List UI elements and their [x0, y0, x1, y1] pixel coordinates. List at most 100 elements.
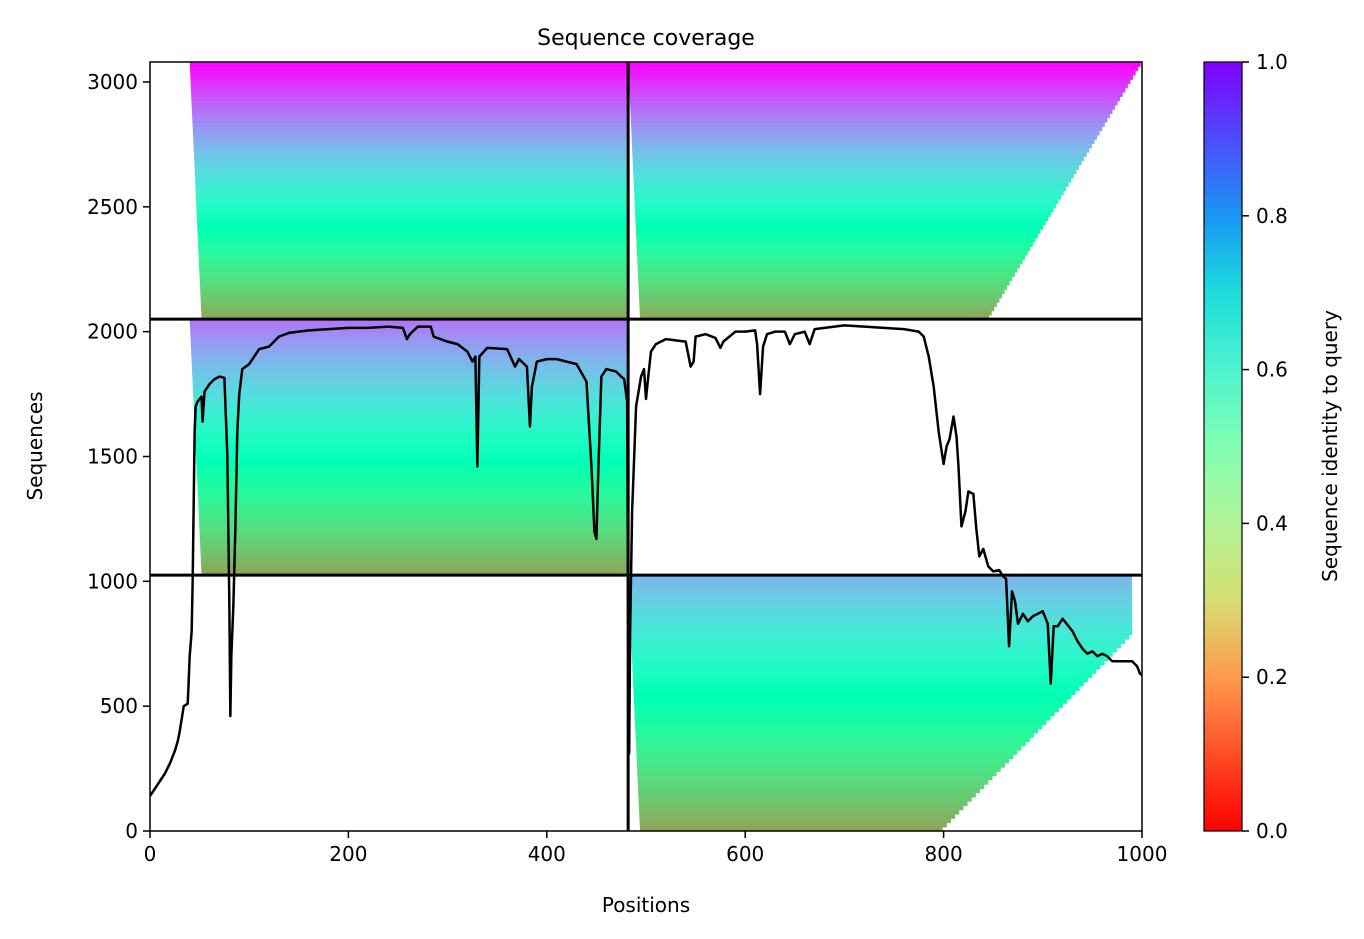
msa-row-band	[637, 263, 1020, 269]
msa-row-band	[634, 703, 1063, 708]
msa-row-band	[629, 592, 1133, 598]
msa-row-band	[200, 297, 629, 303]
msa-row-band	[636, 242, 1033, 247]
y-axis: 0 500 1000 1500 2000 2500 3000	[87, 70, 150, 843]
msa-row-band	[629, 87, 1126, 93]
msa-row-band	[192, 383, 629, 389]
msa-row-band	[194, 430, 629, 435]
msa-row-band	[636, 745, 1022, 751]
msa-row-band	[190, 83, 629, 89]
msa-row-band	[631, 634, 1130, 640]
msa-row-band	[191, 366, 629, 371]
colorbar-tick-label: 0.6	[1256, 358, 1288, 382]
y-tick-label: 2000	[87, 320, 138, 344]
msa-row-band	[638, 289, 1005, 295]
msa-row-band	[630, 626, 1133, 632]
msa-row-band	[634, 207, 1054, 213]
msa-row-band	[628, 575, 1133, 580]
msa-row-band	[190, 340, 629, 346]
x-tick-label: 800	[925, 842, 963, 866]
msa-row-band	[633, 690, 1076, 696]
msa-row-band	[198, 250, 629, 256]
msa-row-band	[638, 293, 1002, 299]
msa-row-band	[191, 349, 629, 354]
msa-row-band	[631, 130, 1100, 136]
colorbar-tick-label: 0.4	[1256, 511, 1288, 535]
colorbar-tick-label: 1.0	[1256, 50, 1288, 74]
msa-row-band	[630, 100, 1118, 106]
msa-row-band	[194, 156, 629, 162]
msa-row-band	[639, 809, 960, 815]
msa-row-band	[201, 566, 629, 572]
msa-row-band	[198, 259, 629, 265]
msa-row-band	[190, 344, 629, 350]
colorbar-tick-label: 0.2	[1256, 665, 1288, 689]
msa-row-band	[192, 387, 629, 393]
msa-row-band	[639, 822, 947, 828]
msa-row-band	[638, 801, 968, 807]
msa-row-band	[635, 224, 1044, 230]
msa-block-2	[628, 62, 1141, 320]
msa-row-band	[633, 173, 1074, 179]
msa-row-band	[200, 540, 629, 546]
msa-row-band	[628, 74, 1134, 80]
msa-row-band	[632, 664, 1101, 670]
msa-row-band	[198, 254, 629, 260]
msa-block-1	[189, 62, 629, 320]
msa-row-band	[191, 361, 629, 367]
msa-row-band	[632, 656, 1109, 661]
msa-row-band	[199, 536, 629, 542]
msa-row-band	[193, 152, 629, 157]
msa-row-band	[635, 728, 1039, 734]
msa-block-3	[189, 319, 629, 576]
msa-row-band	[632, 160, 1082, 166]
msa-row-band	[199, 523, 629, 529]
msa-row-band	[195, 434, 629, 440]
msa-row-band	[194, 169, 629, 175]
msa-row-band	[629, 604, 1133, 610]
msa-row-band	[197, 229, 629, 235]
msa-row-band	[634, 194, 1062, 200]
msa-row-band	[635, 229, 1041, 235]
msa-row-band	[189, 323, 629, 329]
msa-row-band	[639, 306, 995, 312]
msa-row-band	[197, 481, 629, 487]
msa-row-band	[629, 609, 1133, 615]
msa-row-band	[633, 164, 1080, 170]
msa-row-band	[638, 788, 980, 794]
msa-row-band	[190, 79, 629, 85]
msa-row-band	[194, 413, 629, 418]
msa-row-band	[635, 212, 1051, 217]
msa-row-band	[638, 805, 964, 811]
x-tick-label: 400	[528, 842, 566, 866]
colorbar-label: Sequence identity to query	[1318, 310, 1342, 582]
msa-row-band	[192, 374, 629, 380]
msa-row-band	[196, 464, 629, 470]
msa-row-band	[628, 583, 1133, 589]
msa-row-band	[197, 220, 629, 226]
msa-row-band	[628, 579, 1133, 585]
msa-row-band	[628, 587, 1133, 593]
msa-row-band	[639, 302, 997, 307]
msa-row-band	[192, 122, 629, 127]
msa-row-band	[196, 216, 629, 222]
msa-row-band	[195, 438, 629, 444]
msa-row-band	[639, 297, 1000, 303]
msa-row-band	[192, 370, 629, 376]
msa-row-band	[636, 250, 1028, 256]
msa-row-band	[199, 276, 629, 282]
msa-row-band	[637, 272, 1015, 277]
msa-row-band	[630, 117, 1108, 123]
plot-frame	[149, 61, 1143, 832]
msa-row-band	[635, 737, 1030, 743]
coverage-line	[150, 324, 1142, 797]
msa-row-band	[194, 173, 629, 179]
msa-row-band	[639, 310, 992, 316]
msa-row-band	[633, 677, 1088, 683]
msa-row-band	[632, 660, 1105, 666]
msa-row-band	[196, 212, 629, 217]
x-tick-label: 600	[726, 842, 764, 866]
msa-row-band	[199, 263, 629, 269]
msa-row-band	[198, 246, 629, 252]
